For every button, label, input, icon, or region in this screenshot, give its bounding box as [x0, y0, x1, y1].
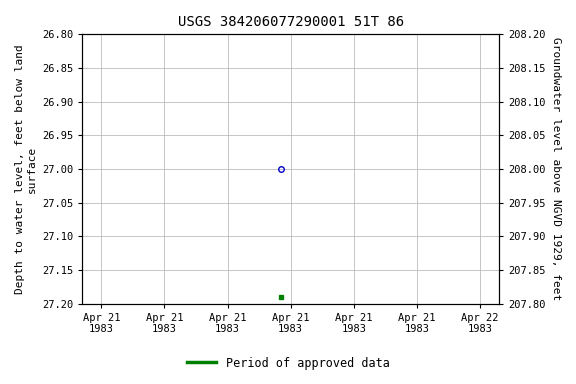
Title: USGS 384206077290001 51T 86: USGS 384206077290001 51T 86 — [177, 15, 404, 29]
Y-axis label: Groundwater level above NGVD 1929, feet: Groundwater level above NGVD 1929, feet — [551, 38, 561, 301]
Legend: Period of approved data: Period of approved data — [182, 352, 394, 374]
Y-axis label: Depth to water level, feet below land
surface: Depth to water level, feet below land su… — [15, 44, 37, 294]
